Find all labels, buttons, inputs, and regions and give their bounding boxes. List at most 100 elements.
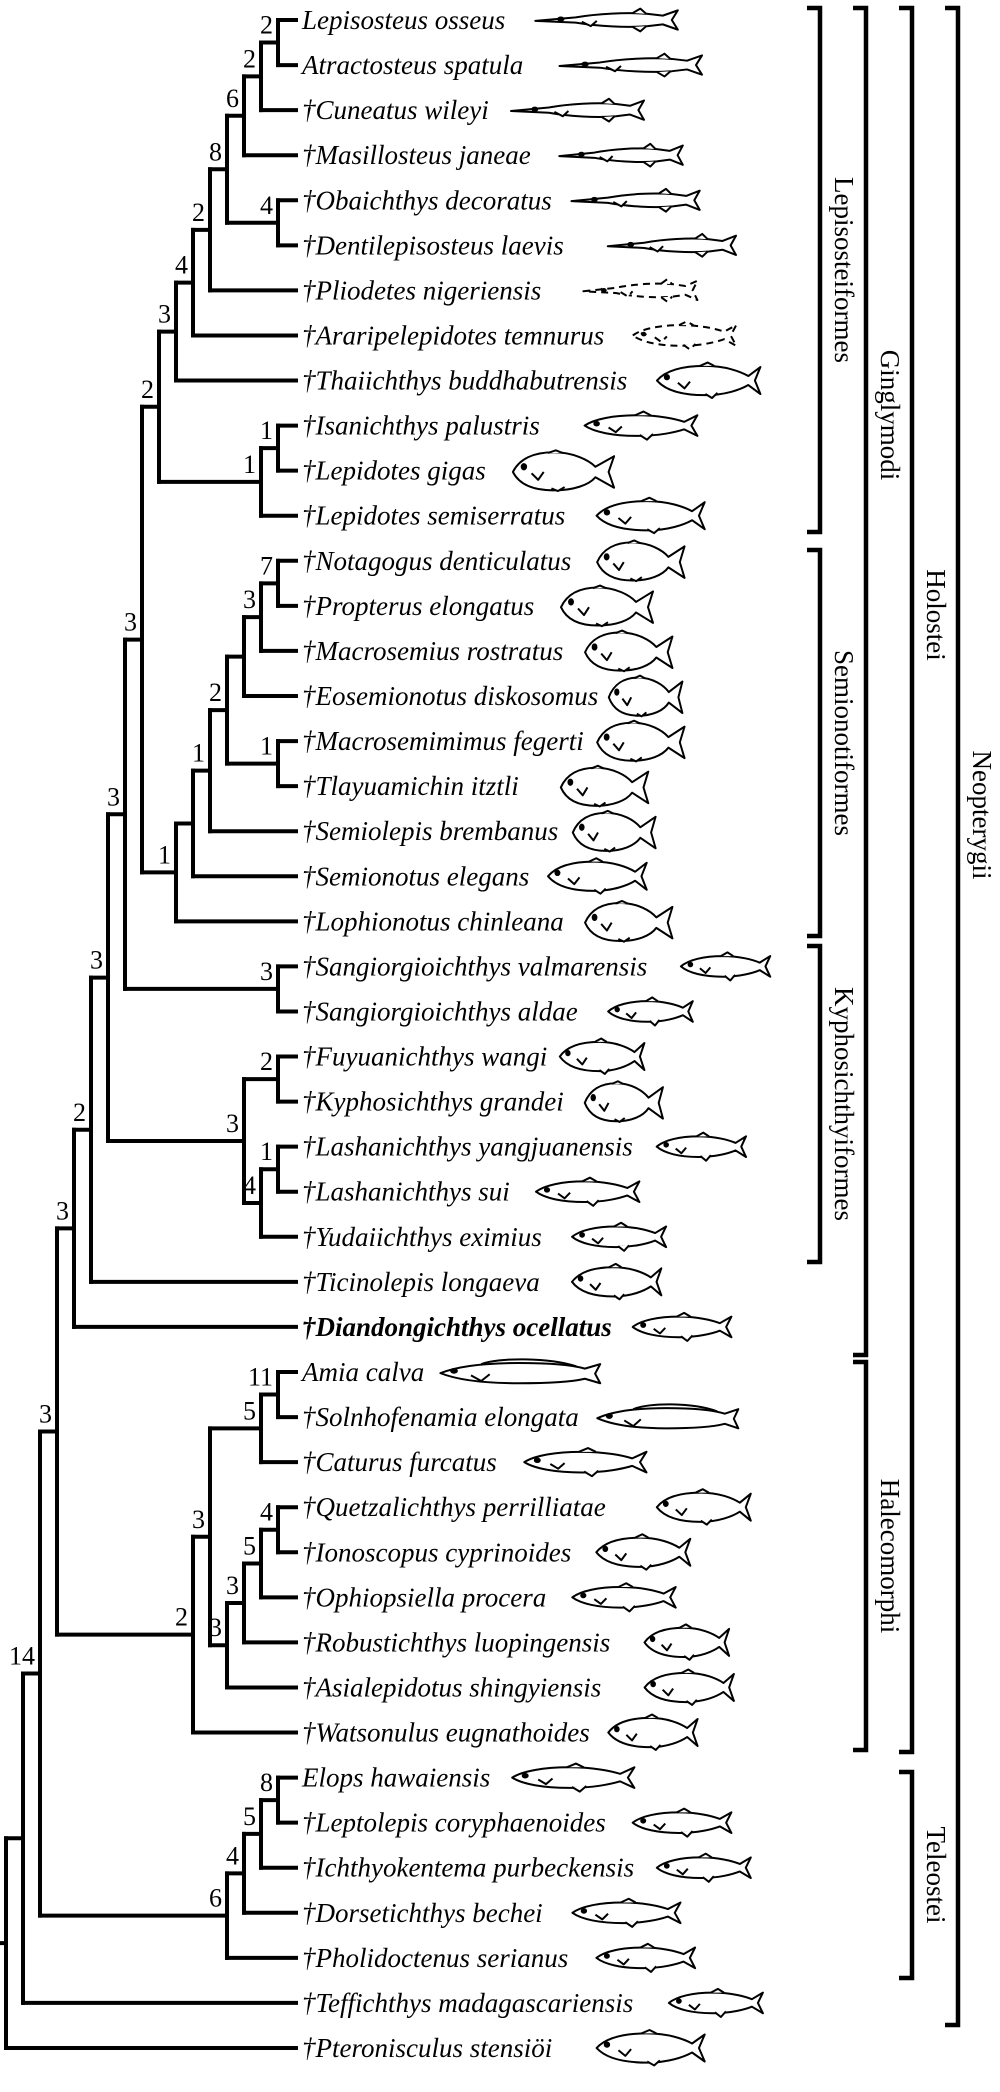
clade-bracket <box>853 5 869 1358</box>
fish-silhouette-icon <box>595 496 706 535</box>
taxon-label: †Asialepidotus shingyiensis <box>302 1672 601 1702</box>
fish-silhouette-icon <box>607 674 684 718</box>
fish-silhouette-icon <box>583 410 699 441</box>
support-value: 5 <box>243 1532 256 1561</box>
support-value: 3 <box>226 1571 239 1600</box>
taxon-label: †Dorsetichthys bechei <box>302 1898 543 1928</box>
fish-silhouette-icon <box>607 996 694 1027</box>
taxon-label: †Araripelepidotes temnurus <box>302 320 604 350</box>
support-value: 4 <box>243 1171 256 1200</box>
support-value: 8 <box>209 137 222 166</box>
taxon-label: †Kyphosichthys grandei <box>302 1087 564 1117</box>
fish-silhouette-icon <box>571 809 657 853</box>
fish-silhouette-icon <box>667 1987 764 2018</box>
support-value: 1 <box>192 739 205 768</box>
fish-silhouette-icon <box>559 584 655 628</box>
taxon-label: Amia calva <box>300 1357 424 1387</box>
support-value: 2 <box>260 11 273 40</box>
support-value: 1 <box>243 450 256 479</box>
clade-label: Kyphosichthyiformes <box>829 987 859 1221</box>
support-value: 2 <box>260 1047 273 1076</box>
taxon-label: †Cuneatus wileyi <box>302 95 489 125</box>
support-value: 4 <box>226 1841 239 1870</box>
fish-silhouette-icon <box>679 951 772 982</box>
fish-silhouette-icon <box>534 1176 641 1207</box>
clade-label: Halecomorphi <box>875 1479 905 1633</box>
taxon-label: †Yudaiichthys eximius <box>302 1222 542 1252</box>
support-value: 3 <box>243 585 256 614</box>
support-value: 1 <box>260 732 273 761</box>
taxon-label: †Eosemionotus diskosomus <box>302 681 598 711</box>
fish-silhouette-icon <box>546 857 648 895</box>
taxon-label: †Semionotus elegans <box>302 861 529 891</box>
fish-silhouette-icon <box>571 1897 682 1929</box>
taxon-label: †Ophiopsiella procera <box>302 1582 546 1612</box>
fish-silhouette-icon <box>559 764 650 808</box>
fish-silhouette-icon <box>595 2028 706 2067</box>
taxon-label: †Caturus furcatus <box>302 1447 497 1477</box>
fish-silhouette-icon <box>558 52 704 78</box>
fish-silhouette-icon <box>655 1852 752 1883</box>
fish-silhouette-icon <box>595 539 686 583</box>
taxon-label: †Dentilepisosteus laevis <box>302 230 564 260</box>
taxon-label: †Thaiichthys buddhabutrensis <box>302 366 627 396</box>
taxon-label: †Pliodetes nigeriensis <box>302 275 541 305</box>
fish-silhouette-icon <box>522 1446 648 1478</box>
fish-silhouette-icon <box>643 1623 731 1661</box>
support-value: 3 <box>90 946 103 975</box>
fish-silhouettes <box>438 7 772 2067</box>
taxon-label: †Lepidotes semiserratus <box>302 501 565 531</box>
fish-silhouette-icon <box>582 277 699 303</box>
support-value: 7 <box>260 551 273 580</box>
support-value: 14 <box>9 1642 35 1671</box>
support-value: 3 <box>56 1196 69 1225</box>
fish-silhouette-icon <box>606 232 738 259</box>
taxon-label: †Watsonulus eugnathoides <box>302 1718 590 1748</box>
support-value: 2 <box>209 678 222 707</box>
support-value: 3 <box>39 1400 52 1429</box>
clade-label: Lepisosteiformes <box>829 177 859 363</box>
fish-silhouette-icon <box>643 1668 736 1707</box>
fish-silhouette-icon <box>571 1221 668 1252</box>
fish-silhouette-icon <box>655 361 762 400</box>
support-value: 5 <box>243 1396 256 1425</box>
taxon-label: †Macrosemius rostratus <box>302 636 563 666</box>
taxon-label: †Fuyuanichthys wangi <box>302 1042 547 1072</box>
support-value: 3 <box>192 1505 205 1534</box>
taxon-label: †Masillosteus janeae <box>302 140 531 170</box>
taxon-label: †Ticinolepis longaeva <box>302 1267 540 1297</box>
support-value: 3 <box>107 782 120 811</box>
taxon-label: †Obaichthys decoratus <box>302 185 552 215</box>
taxon-label: †Pteronisculus stensiöi <box>302 2033 552 2063</box>
support-value: 3 <box>260 957 273 986</box>
fish-silhouette-icon <box>570 1262 663 1301</box>
support-value: 2 <box>192 198 205 227</box>
support-value: 2 <box>73 1098 86 1127</box>
fish-silhouette-icon <box>558 1037 646 1076</box>
taxon-label: †Lashanichthys yangjuanensis <box>302 1132 633 1162</box>
taxon-label: †Semiolepis brembanus <box>302 816 558 846</box>
fish-silhouette-icon <box>607 1713 699 1752</box>
fish-silhouette-icon <box>631 320 738 351</box>
fish-silhouette-icon <box>510 1762 636 1793</box>
support-value: 2 <box>243 44 256 73</box>
taxon-label: †Solnhofenamia elongata <box>302 1402 579 1432</box>
taxon-label: Atractosteus spatula <box>300 50 523 80</box>
fish-silhouette-icon <box>583 629 674 673</box>
fish-silhouette-icon <box>655 1488 752 1526</box>
taxon-label: †Propterus elongatus <box>302 591 534 621</box>
taxon-label: †Teffichthys madagascariensis <box>302 1988 633 2018</box>
taxon-label: †Diandongichthys ocellatus <box>302 1312 612 1342</box>
fish-silhouette-icon <box>631 1807 733 1838</box>
support-value: 3 <box>124 608 137 637</box>
taxon-label: †Robustichthys luopingensis <box>302 1627 610 1657</box>
taxon-label: †Sangiorgioichthys aldae <box>302 996 578 1026</box>
support-value: 1 <box>158 840 171 869</box>
clade-label: Teleostei <box>921 1826 951 1923</box>
taxon-label: †Lophionotus chinleana <box>302 906 564 936</box>
taxon-label: †Macrosemimimus fegerti <box>302 726 584 756</box>
fish-silhouette-icon <box>509 97 646 123</box>
fish-silhouette-icon <box>533 7 680 33</box>
